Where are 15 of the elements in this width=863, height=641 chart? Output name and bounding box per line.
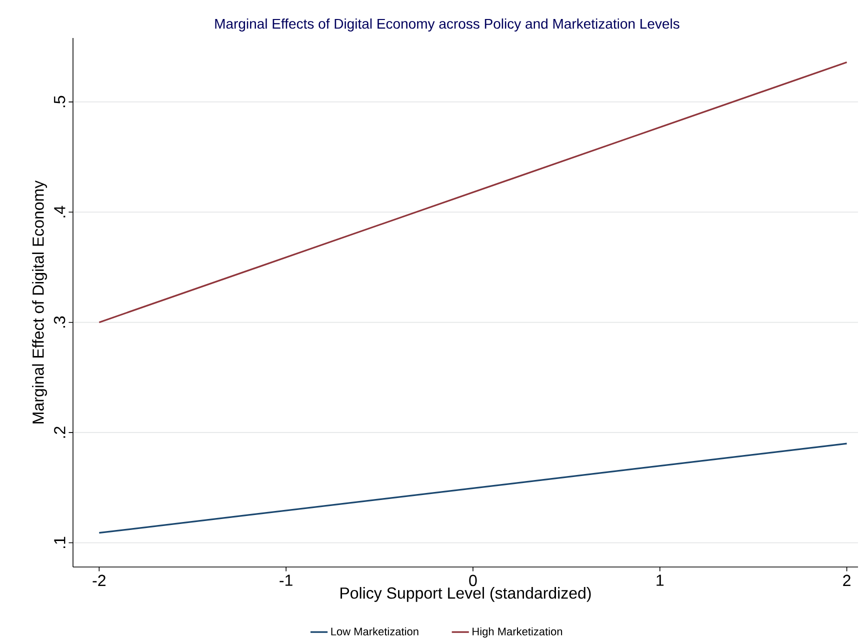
x-tick-label: -2 xyxy=(92,574,106,586)
y-tick-label: .1 xyxy=(54,536,66,548)
x-axis-title: Policy Support Level (standardized) xyxy=(340,587,591,602)
x-tick-label: 2 xyxy=(843,574,850,586)
y-tick-label: .3 xyxy=(54,316,66,328)
x-tick-label: 1 xyxy=(656,574,664,586)
y-tick-label: .5 xyxy=(54,96,66,108)
y-axis-title: Marginal Effect of Digital Economy xyxy=(32,180,48,424)
x-tick-label: -1 xyxy=(280,574,292,586)
x-tick-label: 0 xyxy=(469,574,477,586)
y-tick-label: .4 xyxy=(54,206,66,218)
legend-label: High Marketization xyxy=(472,627,562,638)
y-tick-label: .2 xyxy=(54,426,66,438)
chart-title: Marginal Effects of Digital Economy across Policy and Marketization Levels xyxy=(215,18,680,32)
legend-label: Low Marketization xyxy=(331,627,418,636)
